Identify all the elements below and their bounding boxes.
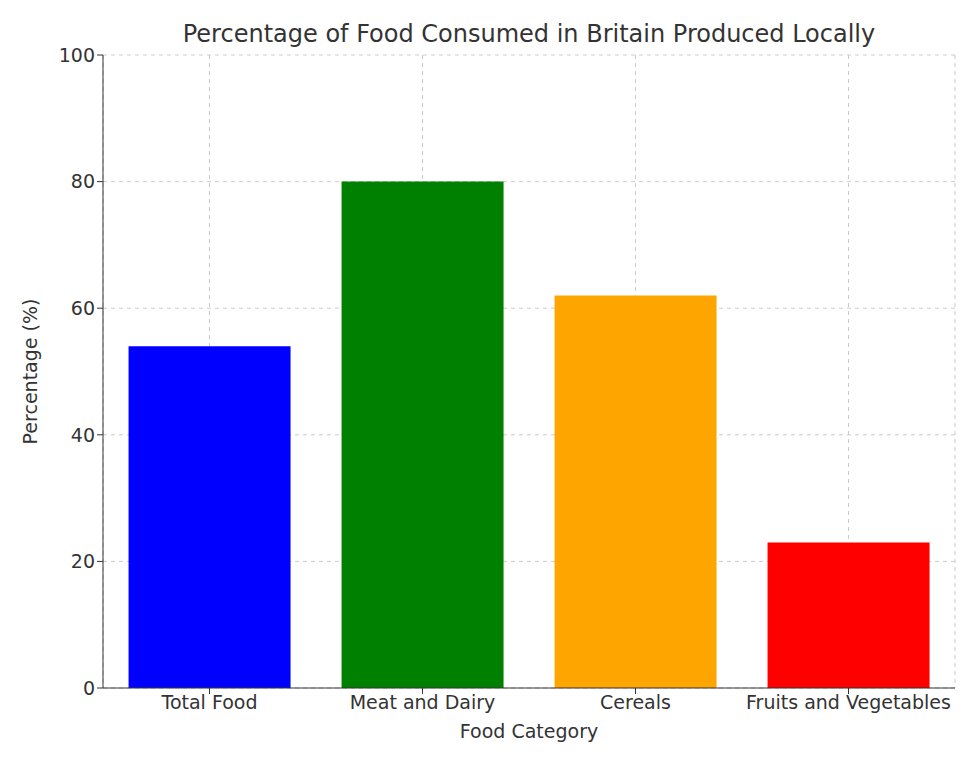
svg-text:Percentage (%): Percentage (%) bbox=[19, 299, 41, 445]
svg-text:Meat and Dairy: Meat and Dairy bbox=[350, 691, 496, 713]
svg-text:100: 100 bbox=[59, 44, 95, 66]
svg-text:20: 20 bbox=[71, 550, 95, 572]
svg-text:Cereals: Cereals bbox=[600, 691, 671, 713]
svg-text:0: 0 bbox=[83, 677, 95, 699]
svg-text:Fruits and Vegetables: Fruits and Vegetables bbox=[746, 691, 951, 713]
svg-text:Total Food: Total Food bbox=[161, 691, 258, 713]
svg-text:Food Category: Food Category bbox=[460, 720, 598, 742]
svg-text:60: 60 bbox=[71, 297, 95, 319]
svg-text:40: 40 bbox=[71, 424, 95, 446]
svg-text:80: 80 bbox=[71, 170, 95, 192]
html-text:Percentage of Food Consumed in: Percentage of Food Consumed in Britain P… bbox=[182, 20, 876, 48]
